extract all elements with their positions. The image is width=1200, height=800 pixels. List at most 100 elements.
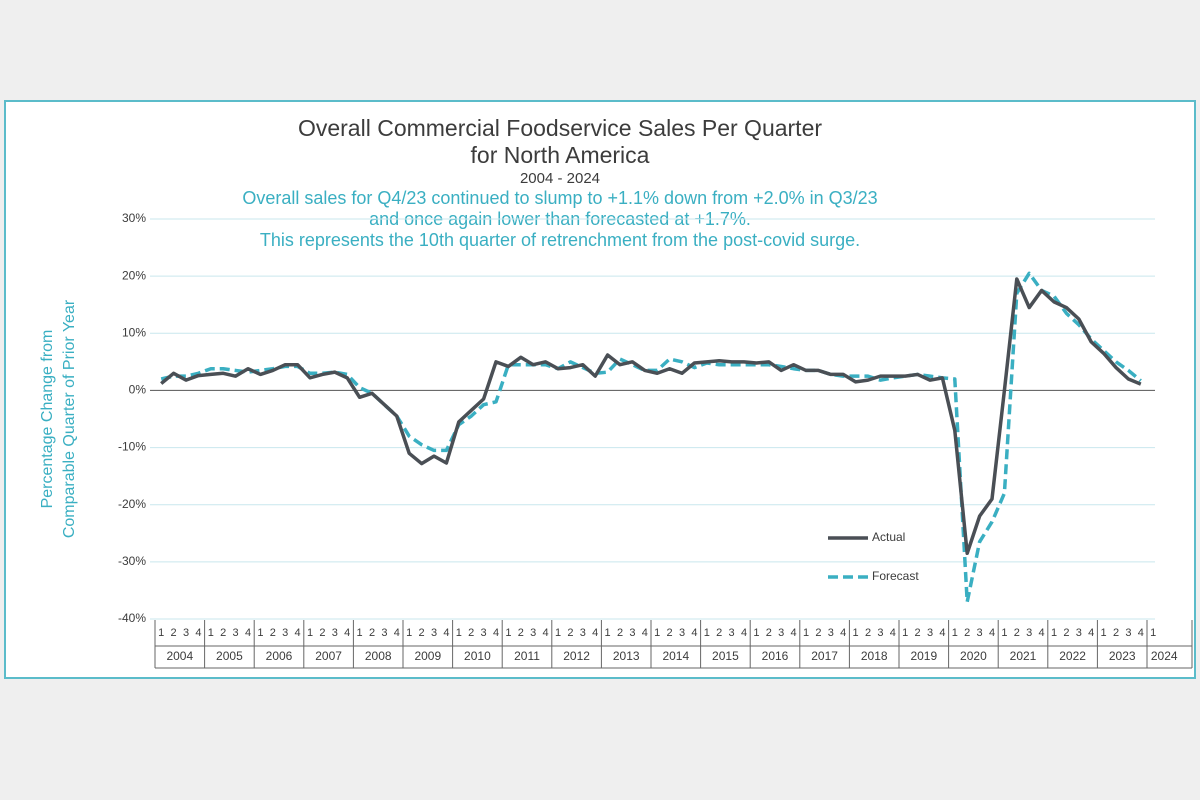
x-tick-label: 1 xyxy=(208,627,214,639)
x-tick-label: 1 xyxy=(1051,627,1057,639)
x-tick-label: 2 xyxy=(1113,627,1119,639)
x-tick-label: 1 xyxy=(853,627,859,639)
x-tick-label: 1 xyxy=(555,627,561,639)
x-tick-label: 2 xyxy=(1014,627,1020,639)
x-tick-label: 2 xyxy=(369,627,375,639)
x-tick-label: 4 xyxy=(1039,627,1045,639)
x-tick-label: 2 xyxy=(270,627,276,639)
y-tick-label: 20% xyxy=(122,268,146,282)
y-axis-label: Percentage Change from xyxy=(39,330,56,509)
x-tick-label: 4 xyxy=(543,627,549,639)
x-group-label: 2023 xyxy=(1109,649,1136,663)
x-tick-label: 3 xyxy=(977,627,983,639)
x-tick-label: 3 xyxy=(679,627,685,639)
x-tick-label: 2 xyxy=(667,627,673,639)
x-group-label: 2010 xyxy=(464,649,491,663)
x-tick-label: 4 xyxy=(642,627,648,639)
x-group-label: 2007 xyxy=(315,649,342,663)
x-tick-label: 4 xyxy=(691,627,697,639)
x-tick-label: 3 xyxy=(1125,627,1131,639)
x-tick-label: 1 xyxy=(307,627,313,639)
series-line xyxy=(160,277,1142,556)
x-tick-label: 2 xyxy=(518,627,524,639)
x-group-label: 2015 xyxy=(712,649,739,663)
x-tick-label: 3 xyxy=(778,627,784,639)
x-tick-label: 3 xyxy=(481,627,487,639)
y-axis-label: Comparable Quarter of Prior Year xyxy=(61,299,78,538)
x-tick-label: 3 xyxy=(629,627,635,639)
x-tick-label: 1 xyxy=(753,627,759,639)
y-tick-label: -40% xyxy=(118,611,146,625)
x-tick-label: 3 xyxy=(183,627,189,639)
x-tick-label: 1 xyxy=(803,627,809,639)
x-tick-label: 4 xyxy=(195,627,201,639)
x-group-label: 2017 xyxy=(811,649,838,663)
x-tick-label: 1 xyxy=(1150,627,1156,639)
y-tick-label: -10% xyxy=(118,440,146,454)
x-group-label: 2014 xyxy=(662,649,689,663)
x-tick-label: 2 xyxy=(319,627,325,639)
x-tick-label: 4 xyxy=(741,627,747,639)
x-tick-label: 2 xyxy=(865,627,871,639)
x-tick-label: 4 xyxy=(592,627,598,639)
x-tick-label: 1 xyxy=(406,627,412,639)
y-tick-label: 0% xyxy=(129,383,147,397)
x-tick-label: 4 xyxy=(493,627,499,639)
x-tick-label: 4 xyxy=(1138,627,1144,639)
x-tick-label: 1 xyxy=(704,627,710,639)
x-tick-label: 1 xyxy=(902,627,908,639)
x-tick-label: 2 xyxy=(567,627,573,639)
x-tick-label: 3 xyxy=(530,627,536,639)
x-tick-label: 2 xyxy=(617,627,623,639)
x-group-label: 2013 xyxy=(613,649,640,663)
x-tick-label: 2 xyxy=(716,627,722,639)
x-tick-label: 3 xyxy=(877,627,883,639)
x-tick-label: 3 xyxy=(580,627,586,639)
x-tick-label: 1 xyxy=(1001,627,1007,639)
x-tick-label: 1 xyxy=(605,627,611,639)
x-tick-label: 3 xyxy=(729,627,735,639)
x-tick-label: 2 xyxy=(220,627,226,639)
x-tick-label: 3 xyxy=(927,627,933,639)
x-tick-label: 2 xyxy=(171,627,177,639)
x-tick-label: 4 xyxy=(394,627,400,639)
x-tick-label: 3 xyxy=(233,627,239,639)
chart-subtitle: 2004 - 2024 xyxy=(520,170,600,187)
x-tick-label: 1 xyxy=(158,627,164,639)
x-group-label: 2009 xyxy=(414,649,441,663)
x-tick-label: 1 xyxy=(357,627,363,639)
x-tick-label: 3 xyxy=(1026,627,1032,639)
y-tick-label: 10% xyxy=(122,325,146,339)
x-group-label: 2004 xyxy=(166,649,193,663)
x-tick-label: 2 xyxy=(766,627,772,639)
x-group-label: 2019 xyxy=(910,649,937,663)
x-tick-label: 3 xyxy=(828,627,834,639)
x-tick-label: 4 xyxy=(890,627,896,639)
x-tick-label: 4 xyxy=(344,627,350,639)
panel xyxy=(4,100,1196,679)
x-group-label: 2021 xyxy=(1010,649,1037,663)
x-group-label: 2011 xyxy=(514,649,540,663)
x-tick-label: 1 xyxy=(1101,627,1107,639)
x-tick-label: 1 xyxy=(456,627,462,639)
x-group-label: 2006 xyxy=(266,649,293,663)
x-group-label: 2024 xyxy=(1151,649,1178,663)
x-tick-label: 2 xyxy=(915,627,921,639)
x-tick-label: 3 xyxy=(431,627,437,639)
x-tick-label: 4 xyxy=(443,627,449,639)
x-tick-label: 4 xyxy=(939,627,945,639)
x-tick-label: 1 xyxy=(257,627,263,639)
y-tick-label: 30% xyxy=(122,211,146,225)
x-tick-label: 4 xyxy=(245,627,251,639)
x-tick-label: 3 xyxy=(282,627,288,639)
x-tick-label: 2 xyxy=(964,627,970,639)
x-group-label: 2005 xyxy=(216,649,243,663)
x-tick-label: 1 xyxy=(952,627,958,639)
legend-label: Actual xyxy=(872,530,905,544)
x-group-label: 2020 xyxy=(960,649,987,663)
x-tick-label: 4 xyxy=(791,627,797,639)
x-tick-label: 1 xyxy=(505,627,511,639)
x-group-label: 2008 xyxy=(365,649,392,663)
